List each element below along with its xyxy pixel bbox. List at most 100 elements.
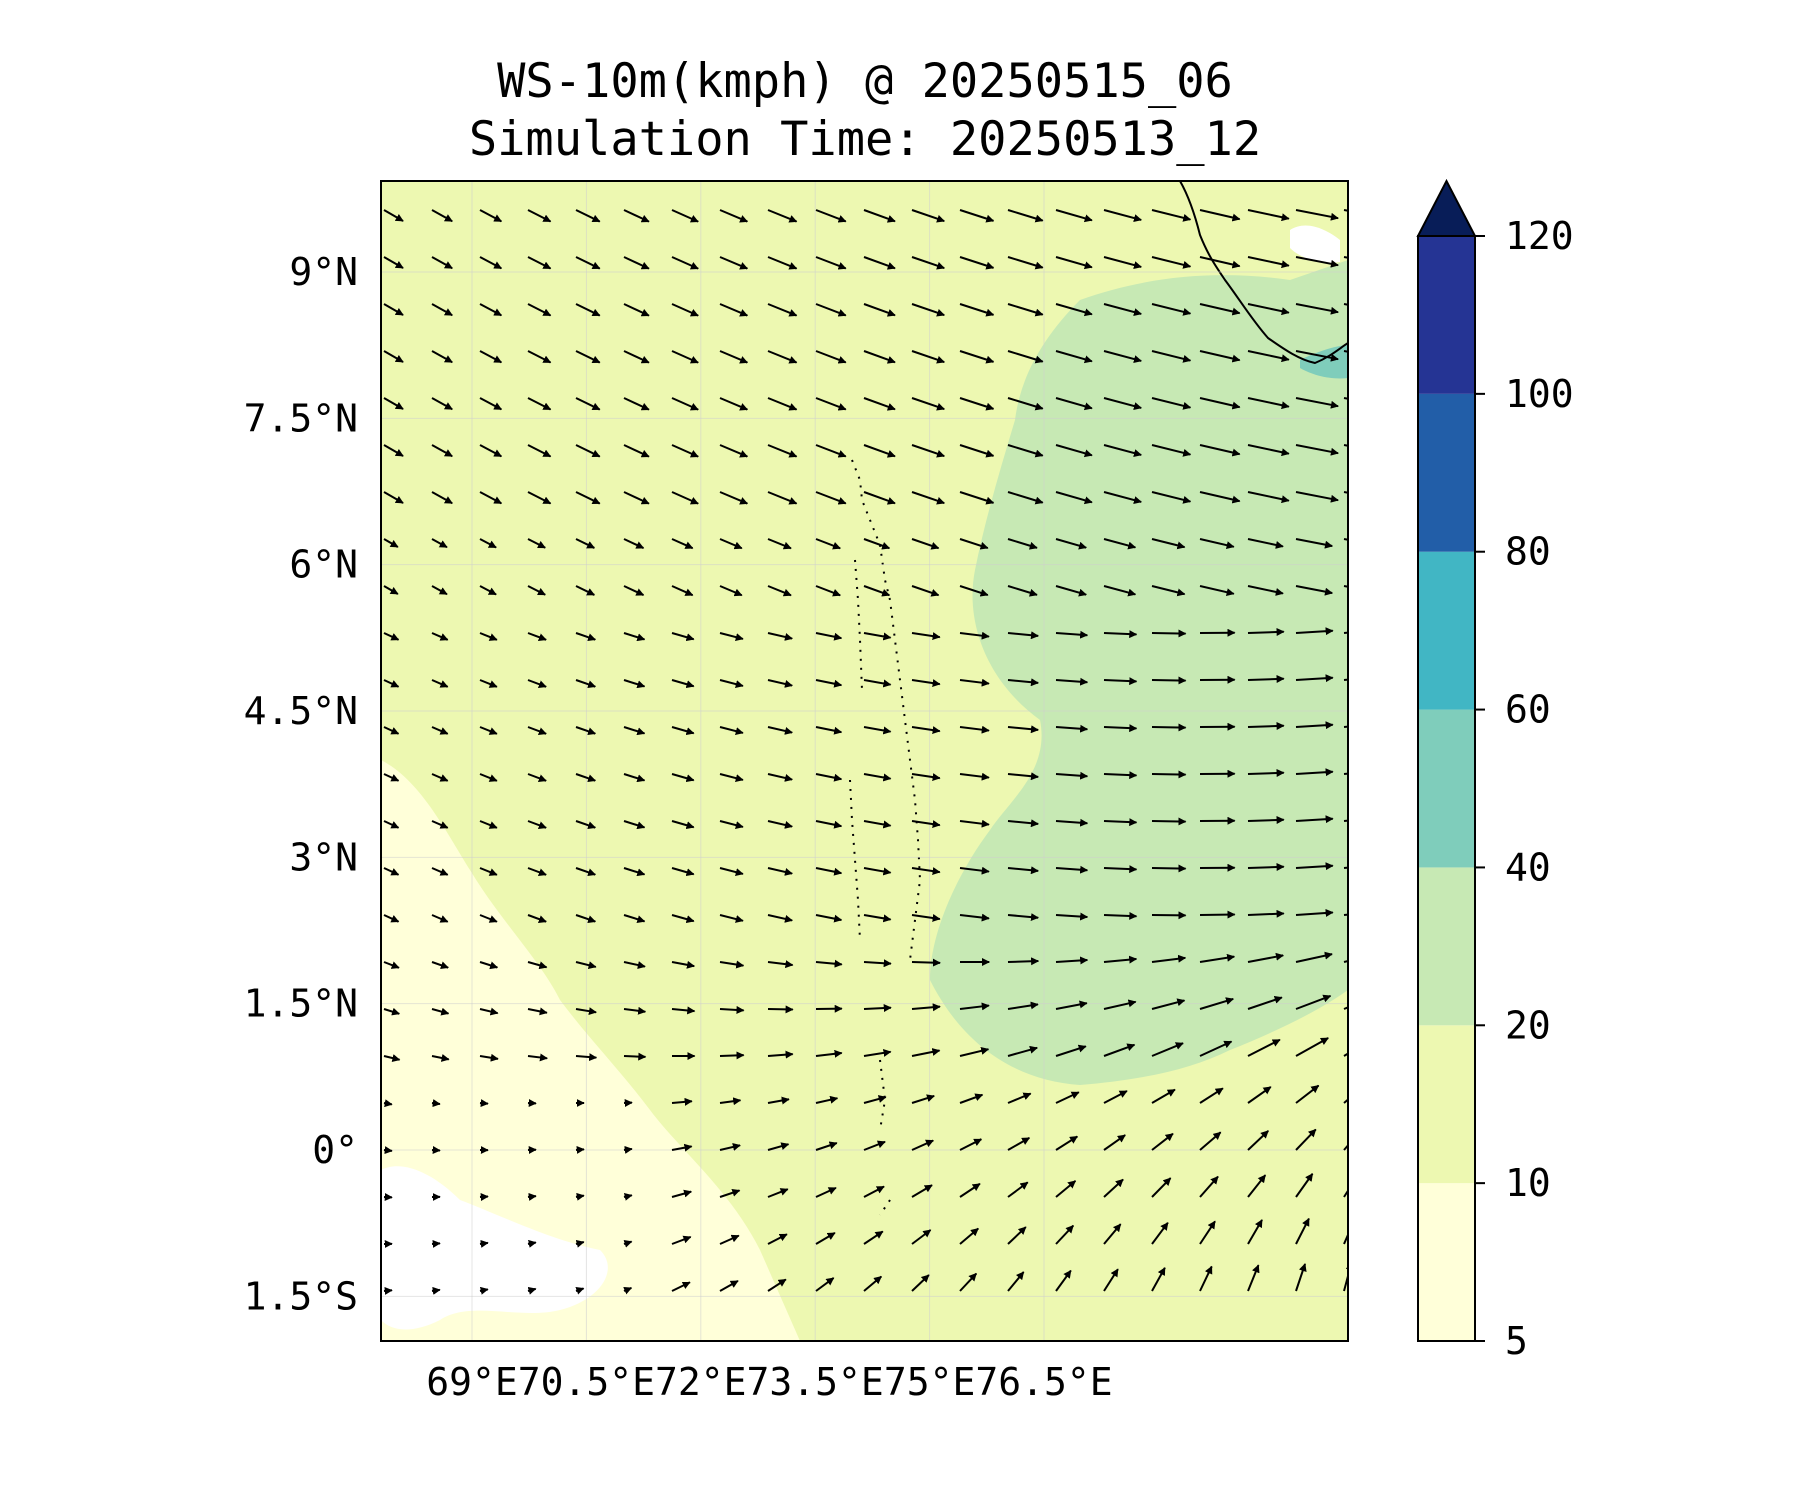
wind-vector-arrow: [815, 726, 843, 735]
wind-vector-arrow: [383, 1286, 393, 1295]
wind-vector-arrow: [719, 256, 749, 270]
wind-vector-arrow: [959, 631, 990, 640]
wind-vector-arrow: [431, 773, 449, 782]
wind-vector-arrow: [911, 397, 945, 411]
wind-vector-arrow: [1007, 631, 1039, 640]
wind-vector-arrow: [863, 632, 892, 641]
wind-vector-arrow: [767, 1278, 787, 1292]
wind-vector-arrow: [959, 913, 990, 922]
wind-vector-arrow: [1103, 1223, 1122, 1245]
wind-vector-arrow: [1199, 397, 1241, 410]
wind-vector-arrow: [1151, 397, 1192, 410]
wind-vector-arrow: [863, 1185, 885, 1198]
wind-vector-arrow: [767, 773, 793, 782]
wind-vector-arrow: [671, 914, 695, 924]
wind-vector-arrow: [1247, 1264, 1260, 1292]
wind-vector-arrow: [1055, 397, 1093, 411]
wind-vector-arrow: [479, 209, 503, 223]
wind-vector-arrow: [1199, 1087, 1224, 1104]
wind-vector-arrow: [1295, 350, 1339, 362]
colorbar-segment: [1418, 393, 1475, 552]
wind-vector-arrow: [575, 961, 597, 970]
wind-vector-arrow: [575, 726, 597, 736]
wind-vector-arrow: [623, 397, 650, 411]
wind-vector-arrow: [1199, 953, 1236, 963]
wind-vector-arrow: [431, 303, 453, 317]
wind-vector-arrow: [959, 1227, 979, 1245]
wind-vector-arrow: [1151, 1267, 1166, 1292]
wind-vector-arrow: [575, 209, 601, 223]
wind-vector-arrow: [623, 726, 646, 736]
wind-vector-arrow: [1343, 631, 1348, 634]
wind-vector-arrow: [527, 491, 552, 505]
wind-vector-arrow: [863, 209, 896, 223]
wind-vector-arrow: [623, 1286, 633, 1295]
wind-vector-arrow: [815, 959, 843, 968]
wind-vector-arrow: [959, 1272, 978, 1292]
wind-vector-arrow: [1007, 444, 1044, 458]
wind-vector-arrow: [1055, 771, 1089, 780]
wind-vector-arrow: [1055, 256, 1093, 270]
wind-vector-arrow: [1343, 959, 1348, 963]
wind-vector-arrow: [383, 209, 404, 222]
wind-vector-arrow: [719, 1005, 745, 1014]
wind-vector-arrow: [1343, 819, 1348, 822]
wind-vector-arrow: [479, 1099, 489, 1108]
wind-vector-arrow: [1103, 303, 1142, 316]
wind-vector-arrow: [719, 1234, 740, 1245]
wind-vector-arrow: [1343, 585, 1348, 588]
wind-vector-arrow: [527, 350, 552, 364]
wind-vector-arrow: [527, 303, 552, 317]
wind-vector-arrow: [863, 867, 892, 876]
wind-vector-arrow: [863, 491, 896, 505]
wind-vector-arrow: [719, 1051, 745, 1060]
wind-vector-arrow: [383, 726, 400, 735]
wind-vector-arrow: [1151, 676, 1187, 685]
wind-vector-arrow: [815, 1095, 839, 1104]
wind-vector-arrow: [719, 960, 745, 969]
wind-vector-arrow: [1151, 538, 1186, 550]
wind-vector-arrow: [1247, 350, 1290, 363]
wind-vector-arrow: [959, 1093, 984, 1104]
wind-vector-arrow: [1295, 1173, 1314, 1198]
wind-vector-arrow: [1103, 999, 1137, 1010]
wind-vector-arrow: [1343, 772, 1348, 775]
wind-vector-arrow: [527, 397, 552, 411]
wind-vector-arrow: [1055, 350, 1093, 364]
wind-vector-arrow: [671, 632, 695, 642]
wind-vector-arrow: [1055, 1224, 1075, 1245]
wind-vector-arrow: [1103, 630, 1138, 639]
wind-vector-arrow: [1103, 818, 1138, 827]
lon-tick-label: 72°E: [655, 1360, 747, 1404]
wind-vector-arrow: [1151, 350, 1192, 363]
wind-vector-arrow: [671, 1235, 692, 1245]
wind-vector-arrow: [863, 350, 896, 364]
wind-vector-arrow: [623, 1052, 647, 1061]
wind-vector-arrow: [719, 820, 744, 830]
wind-vector-arrow: [431, 256, 453, 270]
wind-vector-arrow: [431, 538, 448, 549]
wind-vector-arrow: [671, 1189, 692, 1198]
wind-vector-arrow: [575, 444, 601, 458]
wind-vector-arrow: [719, 632, 744, 642]
wind-vector-arrow: [1247, 256, 1290, 269]
wind-vector-arrow: [959, 1138, 983, 1151]
colorbar-tick-label: 60: [1505, 688, 1551, 732]
wind-vector-arrow: [575, 1239, 585, 1248]
wind-vector-arrow: [527, 538, 546, 549]
wind-vector-arrow: [959, 1002, 990, 1011]
wind-vector-arrow: [1103, 955, 1138, 964]
wind-vector-arrow: [911, 350, 945, 364]
wind-vector-arrow: [1007, 1136, 1031, 1151]
wind-vector-arrow: [623, 773, 646, 783]
wind-vector-arrow: [719, 444, 749, 458]
wind-vector-arrow: [1151, 998, 1186, 1010]
wind-vector-arrow: [479, 538, 497, 549]
colorbar-segment: [1418, 709, 1475, 868]
wind-vector-arrow: [671, 1143, 693, 1152]
wind-vector-arrow: [431, 209, 453, 223]
wind-vector-arrow: [911, 632, 941, 641]
wind-vector-arrow: [527, 444, 552, 458]
colorbar-segment: [1418, 236, 1475, 394]
wind-vector-arrow: [911, 1139, 934, 1151]
